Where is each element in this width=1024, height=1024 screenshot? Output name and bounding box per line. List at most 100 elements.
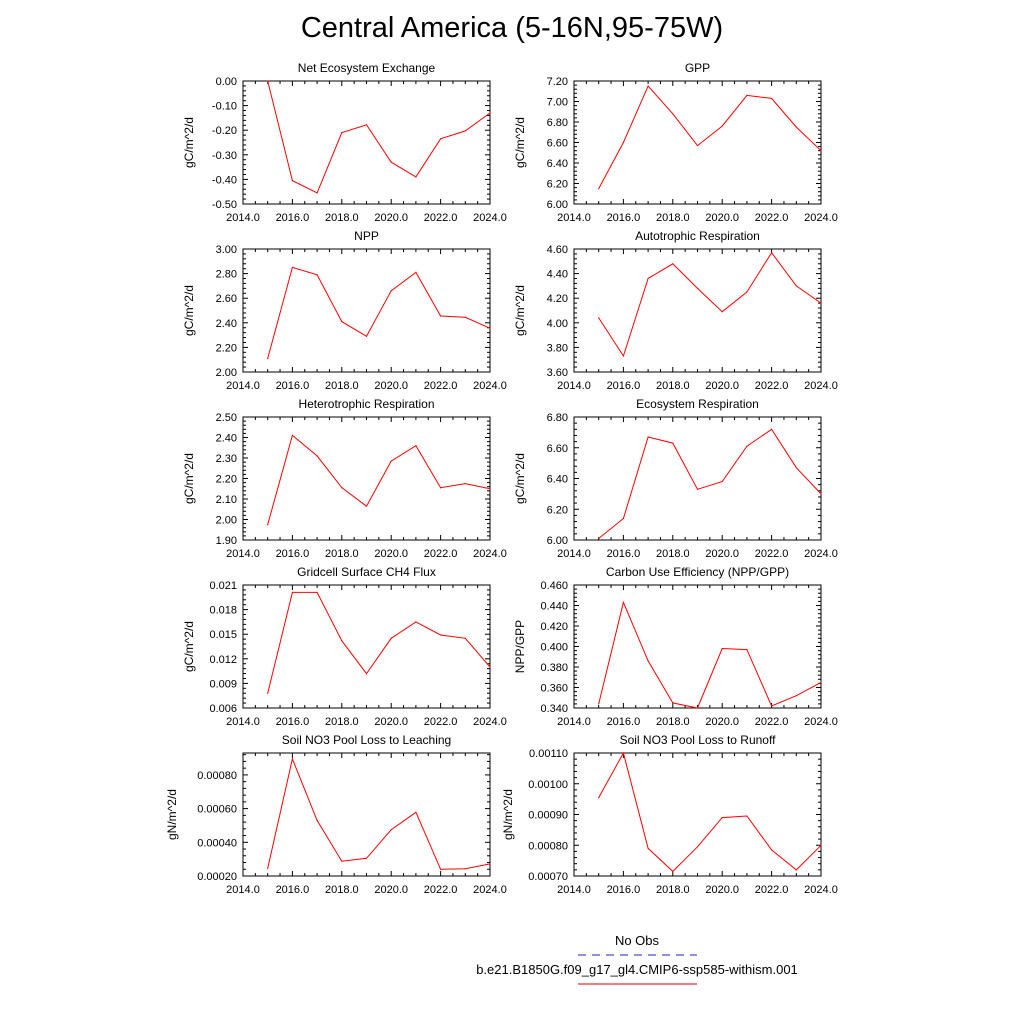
- plot-frame: [242, 80, 491, 205]
- data-point: [696, 287, 699, 289]
- series-line: [267, 591, 491, 694]
- chart-panel-8: 2014.0 2016.0 2018.0 2020.0 2022.0 2024.0 0.00…: [165, 733, 507, 896]
- y-tick-label: 0.00110: [529, 748, 568, 760]
- x-tick-label: 2018.0: [325, 380, 359, 392]
- data-point: [316, 274, 318, 276]
- data-point: [795, 126, 797, 128]
- data-point: [795, 285, 797, 287]
- series-line: [598, 251, 822, 358]
- y-axis-label: gC/m^2/d: [182, 621, 196, 672]
- x-tick-label: 2016.0: [607, 548, 641, 560]
- data-point: [464, 483, 466, 485]
- figure-title: Central America (5-16N,95-75W): [300, 12, 724, 44]
- y-tick-label: 0.00020: [197, 871, 237, 883]
- data-point: [721, 816, 723, 819]
- data-point: [647, 436, 649, 438]
- x-tick-label: 2022.0: [755, 548, 789, 560]
- data-point: [721, 311, 723, 313]
- y-tick-label: -0.50: [212, 199, 237, 211]
- x-tick-label: 2020.0: [705, 212, 739, 224]
- data-point: [647, 660, 649, 662]
- x-tick-label: 2018.0: [656, 716, 690, 728]
- data-point: [820, 681, 822, 683]
- panel-title: Net Ecosystem Exchange: [298, 61, 436, 75]
- series-line: [267, 80, 491, 194]
- x-tick-label: 2016.0: [607, 884, 641, 896]
- data-point: [365, 857, 368, 859]
- data-point: [464, 316, 466, 318]
- data-point: [415, 176, 417, 178]
- panel-title: Gridcell Surface CH4 Flux: [297, 565, 436, 579]
- panel-title: NPP: [354, 229, 379, 243]
- y-axis-label: gC/m^2/d: [182, 117, 196, 168]
- data-point: [622, 141, 625, 144]
- y-tick-label: 1.90: [216, 535, 237, 547]
- x-tick-label: 2024.0: [473, 380, 507, 392]
- x-tick-label: 2016.0: [607, 716, 641, 728]
- data-point: [721, 125, 723, 127]
- data-point: [440, 634, 442, 636]
- data-point: [365, 124, 368, 126]
- y-tick-label: 6.80: [547, 117, 568, 129]
- data-point: [647, 847, 649, 849]
- y-tick-label: 2.00: [216, 367, 237, 379]
- data-point: [267, 80, 269, 82]
- y-tick-label: 4.40: [547, 269, 568, 281]
- y-tick-label: 2.20: [216, 342, 237, 354]
- series-line: [598, 428, 822, 539]
- data-point: [390, 829, 392, 831]
- x-tick-label: 2022.0: [424, 716, 458, 728]
- x-tick-label: 2018.0: [656, 884, 690, 896]
- x-tick-label: 2016.0: [276, 716, 310, 728]
- x-tick-label: 2016.0: [607, 380, 641, 392]
- x-tick-label: 2014.0: [226, 884, 260, 896]
- y-tick-label: 2.00: [216, 515, 237, 527]
- data-point: [622, 752, 625, 754]
- x-tick-label: 2022.0: [755, 716, 789, 728]
- y-tick-label: 0.380: [540, 662, 568, 674]
- x-tick-label: 2024.0: [804, 380, 838, 392]
- x-tick-label: 2024.0: [804, 548, 838, 560]
- data-point: [489, 666, 491, 668]
- y-tick-label: 0.006: [209, 703, 237, 715]
- y-tick-label: 6.00: [547, 535, 568, 547]
- data-point: [771, 252, 773, 254]
- y-tick-label: 0.00080: [528, 840, 568, 852]
- data-point: [820, 493, 822, 495]
- y-tick-label: 2.60: [216, 293, 237, 305]
- y-tick-label: 6.60: [547, 138, 568, 150]
- y-tick-label: 7.00: [547, 97, 568, 109]
- data-point: [672, 113, 674, 115]
- data-point: [721, 480, 723, 483]
- x-tick-label: 2014.0: [226, 716, 260, 728]
- data-point: [415, 271, 417, 273]
- y-tick-label: 0.021: [209, 580, 237, 592]
- data-point: [746, 815, 748, 817]
- data-point: [721, 647, 723, 650]
- data-point: [820, 844, 822, 846]
- y-tick-label: 2.50: [216, 412, 237, 424]
- y-tick-label: 6.20: [547, 504, 568, 516]
- x-tick-label: 2018.0: [325, 548, 359, 560]
- y-tick-label: 7.20: [547, 76, 568, 88]
- chart-panel-0: 2014.0 2016.0 2018.0 2020.0 2022.0 2024.0 -0.5…: [182, 61, 507, 224]
- y-tick-label: 0.009: [209, 678, 237, 690]
- data-point: [746, 291, 748, 293]
- x-tick-label: 2024.0: [804, 884, 838, 896]
- data-point: [415, 445, 417, 447]
- y-axis-label: gC/m^2/d: [513, 453, 527, 504]
- data-point: [672, 442, 674, 444]
- x-tick-label: 2014.0: [557, 212, 591, 224]
- y-tick-label: 2.40: [216, 433, 237, 445]
- series-line: [267, 266, 491, 359]
- panel-title: Soil NO3 Pool Loss to Leaching: [282, 733, 451, 747]
- x-tick-label: 2024.0: [804, 716, 838, 728]
- y-tick-label: 0.00100: [528, 779, 568, 791]
- y-tick-label: 2.40: [216, 318, 237, 330]
- data-point: [341, 860, 343, 862]
- x-tick-label: 2016.0: [276, 212, 310, 224]
- x-tick-label: 2020.0: [705, 884, 739, 896]
- x-tick-label: 2014.0: [557, 548, 591, 560]
- data-point: [267, 357, 269, 360]
- chart-panel-3: 2014.0 2016.0 2018.0 2020.0 2022.0 2024.0 3.60…: [513, 229, 838, 392]
